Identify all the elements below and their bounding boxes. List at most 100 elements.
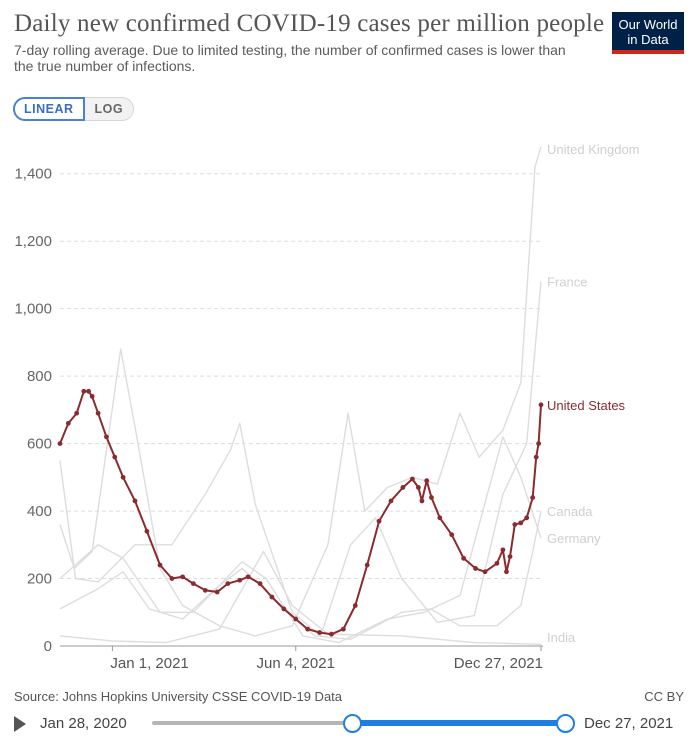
series-label: Germany: [547, 531, 601, 546]
data-point: [132, 498, 138, 504]
highlight-series-layer: [57, 388, 544, 637]
data-point: [437, 515, 443, 521]
series-line-united-kingdom: [59, 146, 542, 637]
logo-line-2: in Data: [627, 32, 669, 47]
data-point: [533, 454, 539, 460]
series-label-layer: United States United Kingdom France Canada G…: [547, 142, 640, 645]
timeline-end-label: Dec 27, 2021: [584, 715, 674, 732]
series-line-france: [59, 281, 542, 637]
data-point: [95, 410, 101, 416]
series-label: United States: [547, 398, 626, 413]
data-point: [429, 495, 434, 500]
data-point: [120, 474, 126, 480]
data-point: [257, 581, 263, 586]
series-label: India: [547, 630, 576, 645]
data-point: [512, 522, 518, 527]
data-point: [536, 441, 542, 446]
data-point: [104, 434, 109, 440]
data-point: [376, 518, 382, 524]
series-label: Canada: [547, 504, 593, 519]
x-tick-label: Dec 27, 2021: [454, 655, 543, 672]
data-point: [449, 532, 455, 538]
data-point: [169, 576, 175, 581]
data-point: [180, 574, 186, 580]
data-point: [305, 626, 311, 632]
data-point: [340, 626, 346, 632]
data-point: [524, 515, 530, 521]
data-point: [364, 562, 370, 568]
data-point: [89, 393, 95, 399]
data-point: [518, 520, 524, 526]
data-point: [202, 587, 208, 593]
owid-logo[interactable]: Our World in Data: [612, 12, 684, 54]
data-point: [424, 478, 430, 484]
data-point: [214, 589, 220, 595]
series-line-india: [59, 550, 542, 645]
data-point: [419, 498, 425, 504]
data-point: [410, 476, 415, 482]
data-point: [112, 454, 118, 460]
series-line-canada: [59, 510, 542, 640]
chart-title: Daily new confirmed COVID-19 cases per m…: [14, 10, 605, 37]
data-point: [415, 485, 421, 490]
data-point: [538, 402, 544, 408]
y-tick-label: 0: [44, 638, 52, 655]
data-point: [473, 566, 478, 571]
series-label: United Kingdom: [547, 142, 640, 157]
series-line-germany: [59, 436, 542, 644]
muted-series-layer: [59, 146, 542, 645]
log-scale-button[interactable]: LOG: [84, 97, 135, 121]
timeline-control: Jan 28, 2020 Dec 27, 2021: [0, 710, 700, 738]
y-tick-label: 1,000: [14, 301, 52, 318]
data-point: [293, 616, 299, 622]
data-point: [74, 410, 80, 416]
data-point: [57, 441, 63, 446]
data-point: [81, 388, 87, 394]
x-tick-label: Jan 1, 2021: [110, 655, 188, 672]
y-tick-label: 600: [27, 436, 52, 453]
data-point: [329, 631, 334, 637]
y-tick-label: 1,400: [14, 166, 52, 183]
y-tick-label: 800: [27, 368, 52, 385]
data-point: [86, 388, 91, 394]
data-point: [65, 420, 71, 426]
data-point: [237, 577, 243, 583]
data-point: [500, 547, 506, 553]
timeline-selected-range[interactable]: [352, 720, 566, 726]
data-point: [530, 495, 536, 500]
data-point: [461, 555, 467, 561]
y-tick-label: 400: [27, 503, 52, 520]
logo-line-1: Our World: [618, 17, 678, 32]
play-icon[interactable]: [14, 716, 26, 732]
data-point: [352, 603, 358, 608]
data-point: [507, 554, 513, 560]
data-point: [157, 562, 163, 568]
timeline-end-handle[interactable]: [556, 714, 575, 733]
y-tick-label: 1,200: [14, 233, 52, 250]
linear-scale-button[interactable]: LINEAR: [13, 97, 85, 121]
data-point: [400, 485, 406, 490]
license-link[interactable]: CC BY: [644, 689, 684, 704]
data-point: [388, 498, 394, 504]
series-line-united-states: [59, 390, 542, 636]
data-point: [225, 581, 231, 586]
data-point: [245, 574, 251, 580]
x-tick-label: Jun 4, 2021: [257, 655, 335, 672]
data-point: [269, 594, 275, 600]
series-label: France: [547, 275, 587, 290]
timeline-start-handle[interactable]: [343, 714, 362, 733]
data-point: [494, 560, 500, 566]
chart-subtitle: 7-day rolling average. Due to limited te…: [14, 42, 566, 74]
y-tick-label: 200: [27, 571, 52, 588]
data-point: [504, 569, 509, 575]
axis-layer: 0 200 400 600 800 1,000 1,200 1,400 Jan 1, 2021 J…: [14, 166, 543, 672]
grid-layer: [60, 173, 543, 580]
timeline-start-label: Jan 28, 2020: [40, 715, 127, 732]
source-note: Source: Johns Hopkins University CSSE CO…: [14, 689, 343, 704]
scale-toggle: LINEAR LOG: [13, 97, 135, 121]
data-point: [144, 528, 150, 534]
data-point: [190, 581, 196, 586]
line-chart: United States United Kingdom France Canada G…: [14, 142, 640, 672]
data-point: [317, 630, 322, 635]
data-point: [482, 569, 488, 575]
